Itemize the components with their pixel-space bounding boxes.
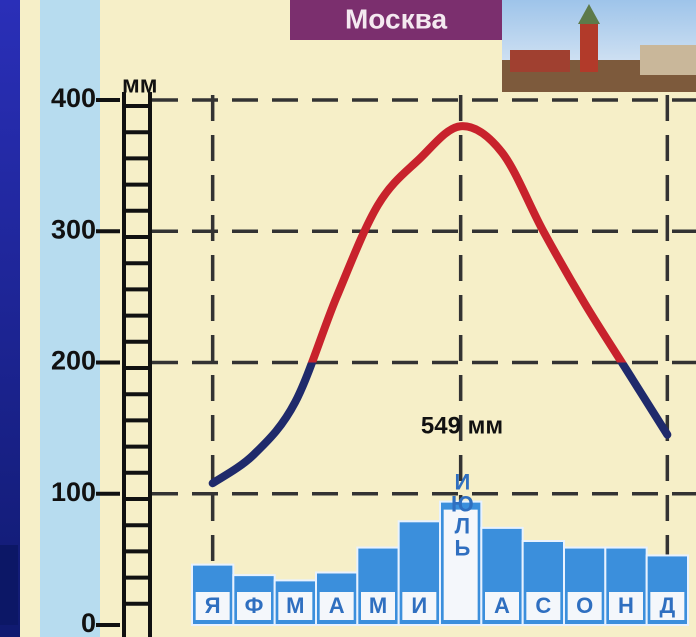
month-cell — [443, 509, 478, 620]
x-tick-label: Ф — [245, 593, 264, 618]
photo — [502, 0, 696, 92]
x-tick-label: ИЮЛЬ — [450, 470, 475, 558]
x-tick-label: О — [576, 593, 593, 618]
line-high — [307, 122, 627, 363]
x-tick-label: Д — [659, 593, 675, 618]
ladder-scale — [122, 92, 152, 637]
x-tick-label: М — [369, 593, 387, 618]
y-tick-label: 400 — [51, 83, 96, 113]
x-tick-label: С — [535, 593, 551, 618]
annotation: 549 мм — [421, 412, 503, 439]
x-tick-label: А — [329, 593, 345, 618]
y-axis-label: мм — [122, 71, 158, 98]
x-tick-label: И — [411, 593, 427, 618]
x-tick-label: А — [494, 593, 510, 618]
x-tick-label: Я — [205, 593, 221, 618]
corner-block — [0, 545, 18, 625]
month-cell — [319, 592, 354, 620]
y-tick-label: 300 — [51, 214, 96, 244]
month-cell — [526, 592, 561, 620]
month-cell — [195, 592, 230, 620]
x-tick-label: Н — [618, 593, 634, 618]
month-cell — [485, 592, 519, 620]
month-cell — [650, 592, 685, 620]
title-box — [290, 0, 502, 40]
chart-title: Москва — [345, 3, 447, 34]
y-tick-label: 100 — [51, 477, 96, 507]
x-tick-label: М — [286, 593, 304, 618]
month-cell — [361, 592, 395, 620]
y-tick-label: 200 — [51, 346, 96, 376]
month-cell — [278, 592, 313, 620]
line-low — [208, 362, 672, 488]
y-tick-label: 0 — [81, 608, 96, 637]
month-cell — [402, 592, 437, 620]
month-cell — [609, 592, 643, 620]
month-cell — [237, 592, 271, 620]
side-stripe — [40, 0, 100, 637]
month-cell — [567, 592, 602, 620]
